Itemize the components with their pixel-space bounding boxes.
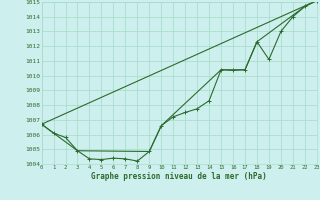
X-axis label: Graphe pression niveau de la mer (hPa): Graphe pression niveau de la mer (hPa)	[91, 172, 267, 181]
